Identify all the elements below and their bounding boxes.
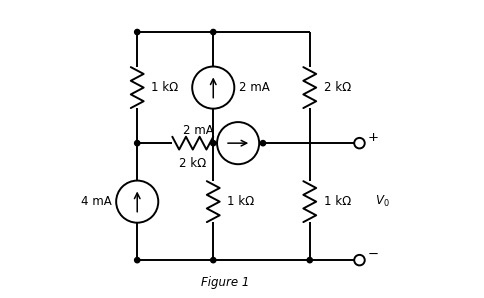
Circle shape [306,257,312,263]
Text: 1 kΩ: 1 kΩ [323,195,350,208]
Circle shape [353,255,364,266]
Text: Figure 1: Figure 1 [200,276,249,289]
Circle shape [116,181,158,223]
Text: 4 mA: 4 mA [81,195,111,208]
Text: 2 mA: 2 mA [183,124,214,137]
Text: 2 mA: 2 mA [238,81,269,94]
Circle shape [192,66,234,109]
Text: 2 kΩ: 2 kΩ [323,81,350,94]
Text: 1 kΩ: 1 kΩ [151,81,178,94]
Text: $V_0$: $V_0$ [374,194,389,209]
Text: +: + [367,131,378,144]
Circle shape [135,257,139,263]
Circle shape [210,30,215,35]
Circle shape [260,141,265,146]
Circle shape [353,138,364,148]
Circle shape [135,141,139,146]
Text: −: − [367,248,378,261]
Text: 2 kΩ: 2 kΩ [179,157,206,170]
Text: 1 kΩ: 1 kΩ [227,195,254,208]
Circle shape [210,141,215,146]
Circle shape [217,122,258,164]
Circle shape [135,30,139,35]
Circle shape [210,257,215,263]
